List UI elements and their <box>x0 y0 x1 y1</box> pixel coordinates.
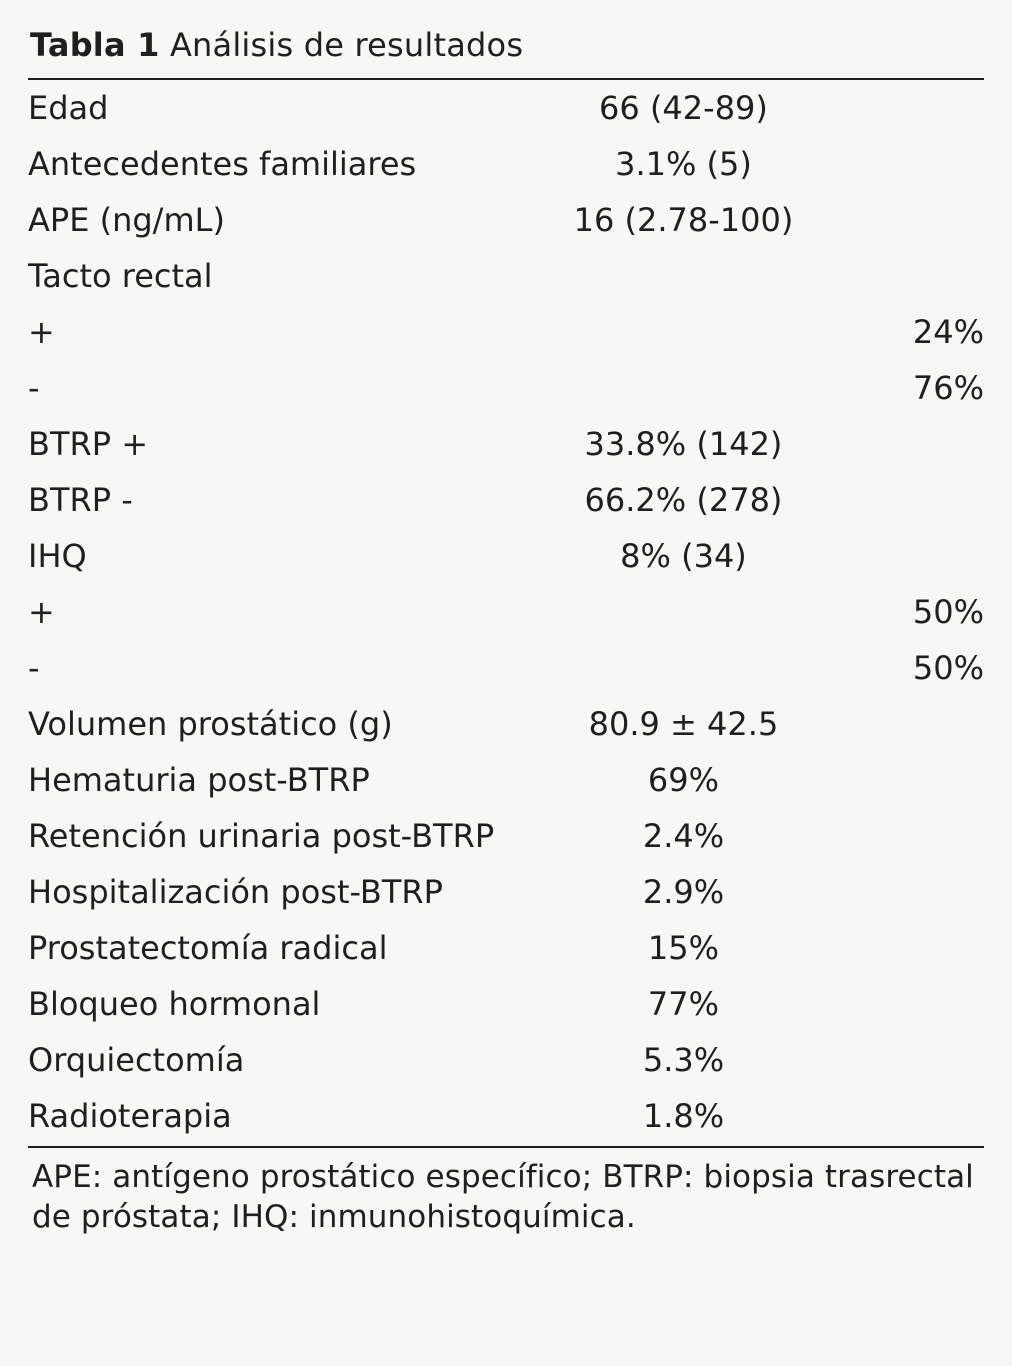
row-value-center: 2.9% <box>542 864 824 920</box>
row-value-right <box>825 192 984 248</box>
table-row: Radioterapia 1.8% <box>28 1088 984 1144</box>
table-row: Edad 66 (42-89) <box>28 80 984 136</box>
row-value-right: 76% <box>825 360 984 416</box>
row-value-right <box>825 976 984 1032</box>
row-value-center <box>542 248 824 304</box>
row-label: + <box>28 584 542 640</box>
row-value-center: 80.9 ± 42.5 <box>542 696 824 752</box>
table-row: Prostatectomía radical 15% <box>28 920 984 976</box>
row-value-right <box>825 80 984 136</box>
row-value-right <box>825 136 984 192</box>
row-value-right <box>825 808 984 864</box>
table-row: Orquiectomía 5.3% <box>28 1032 984 1088</box>
row-label: Prostatectomía radical <box>28 920 542 976</box>
row-value-right: 50% <box>825 584 984 640</box>
table-row: Hospitalización post-BTRP 2.9% <box>28 864 984 920</box>
row-value-right <box>825 416 984 472</box>
table-title-text: Análisis de resultados <box>160 26 524 64</box>
table-row: Hematuria post-BTRP 69% <box>28 752 984 808</box>
row-value-center: 15% <box>542 920 824 976</box>
row-label: - <box>28 360 542 416</box>
row-label: BTRP + <box>28 416 542 472</box>
row-label: IHQ <box>28 528 542 584</box>
table-row: + 50% <box>28 584 984 640</box>
row-value-right <box>825 1088 984 1144</box>
row-label: + <box>28 304 542 360</box>
row-value-right: 50% <box>825 640 984 696</box>
row-value-center <box>542 360 824 416</box>
table-figure: Tabla 1 Análisis de resultados Edad 66 (… <box>0 0 1012 1366</box>
row-label: Radioterapia <box>28 1088 542 1144</box>
row-value-center <box>542 640 824 696</box>
table-footnote: APE: antígeno prostático específico; BTR… <box>28 1148 984 1237</box>
results-table: Edad 66 (42-89) Antecedentes familiares … <box>28 80 984 1144</box>
table-caption: Tabla 1 Análisis de resultados <box>28 22 984 80</box>
table-row: BTRP + 33.8% (142) <box>28 416 984 472</box>
row-value-right <box>825 696 984 752</box>
table-number: Tabla 1 <box>30 26 160 64</box>
row-label: Hematuria post-BTRP <box>28 752 542 808</box>
table-row: APE (ng/mL) 16 (2.78-100) <box>28 192 984 248</box>
table-row: - 76% <box>28 360 984 416</box>
row-value-center: 77% <box>542 976 824 1032</box>
row-label: Antecedentes familiares <box>28 136 542 192</box>
row-label: - <box>28 640 542 696</box>
row-value-center: 33.8% (142) <box>542 416 824 472</box>
row-value-center: 16 (2.78-100) <box>542 192 824 248</box>
table-row: BTRP - 66.2% (278) <box>28 472 984 528</box>
table-row: Antecedentes familiares 3.1% (5) <box>28 136 984 192</box>
row-value-center: 3.1% (5) <box>542 136 824 192</box>
table-row: Tacto rectal <box>28 248 984 304</box>
row-label: Hospitalización post-BTRP <box>28 864 542 920</box>
row-value-center: 2.4% <box>542 808 824 864</box>
row-value-center: 5.3% <box>542 1032 824 1088</box>
row-value-center <box>542 584 824 640</box>
row-label: APE (ng/mL) <box>28 192 542 248</box>
row-value-center: 66.2% (278) <box>542 472 824 528</box>
row-value-center: 8% (34) <box>542 528 824 584</box>
results-table-body: Edad 66 (42-89) Antecedentes familiares … <box>28 80 984 1144</box>
row-value-right <box>825 864 984 920</box>
row-value-right <box>825 752 984 808</box>
row-label: Edad <box>28 80 542 136</box>
row-label: Retención urinaria post-BTRP <box>28 808 542 864</box>
row-value-center <box>542 304 824 360</box>
row-label: Orquiectomía <box>28 1032 542 1088</box>
row-value-right: 24% <box>825 304 984 360</box>
row-label: BTRP - <box>28 472 542 528</box>
table-row: Volumen prostático (g) 80.9 ± 42.5 <box>28 696 984 752</box>
table-row: Retención urinaria post-BTRP 2.4% <box>28 808 984 864</box>
row-label: Tacto rectal <box>28 248 542 304</box>
row-value-center: 66 (42-89) <box>542 80 824 136</box>
row-value-right <box>825 1032 984 1088</box>
row-value-center: 69% <box>542 752 824 808</box>
row-value-right <box>825 248 984 304</box>
table-row: - 50% <box>28 640 984 696</box>
row-value-right <box>825 920 984 976</box>
table-row: IHQ 8% (34) <box>28 528 984 584</box>
row-value-center: 1.8% <box>542 1088 824 1144</box>
row-value-right <box>825 472 984 528</box>
row-label: Bloqueo hormonal <box>28 976 542 1032</box>
table-row: Bloqueo hormonal 77% <box>28 976 984 1032</box>
row-value-right <box>825 528 984 584</box>
row-label: Volumen prostático (g) <box>28 696 542 752</box>
table-row: + 24% <box>28 304 984 360</box>
